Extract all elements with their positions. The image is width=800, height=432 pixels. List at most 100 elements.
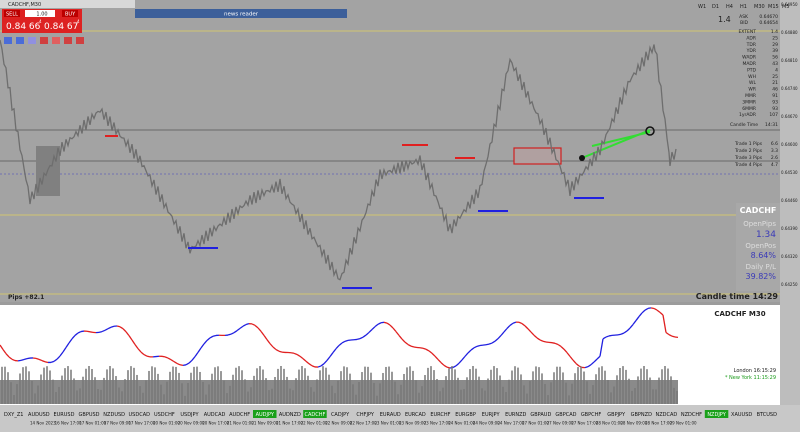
symbol-tab-label[interactable]: CADJPY (331, 412, 350, 418)
price-axis-label: 0.64530 (781, 170, 798, 175)
symbol-tab[interactable] (729, 410, 754, 418)
oscillator-segment (290, 352, 295, 354)
price-axis-label: 0.64880 (781, 30, 798, 35)
symbol-tab-label[interactable]: AUDCHF (229, 412, 250, 418)
symbol-tab-label[interactable]: GBPCAD (555, 412, 576, 418)
symbol-tab[interactable] (202, 410, 227, 418)
oscillator-segment (302, 358, 307, 362)
symbol-tab-label[interactable]: XAUUSD (731, 412, 752, 418)
symbol-tab-label[interactable]: NZDCAD (655, 412, 677, 418)
timeframe-button[interactable]: W1 (698, 4, 706, 10)
symbol-tab[interactable] (403, 410, 428, 418)
symbol-tab-label[interactable]: AUDJPY (256, 412, 275, 418)
symbol-tab-label[interactable]: EURJPY (482, 412, 501, 418)
symbol-tab[interactable] (77, 410, 101, 418)
oscillator-segment (632, 320, 637, 325)
lot-input[interactable] (25, 10, 55, 17)
oscillator-segment (107, 326, 112, 330)
symbol-tab-label[interactable]: EURAUD (380, 412, 401, 418)
symbol-tab-label[interactable]: EURUSD (53, 412, 74, 418)
symbol-tab-label[interactable]: GBPAUD (530, 412, 551, 418)
oscillator-segment (59, 351, 64, 357)
symbol-tab[interactable] (27, 410, 51, 418)
oscillator-segment (242, 323, 247, 327)
timeframe-button[interactable]: M5 (782, 4, 790, 10)
stats-box (736, 203, 780, 291)
oscillator-segment (392, 327, 397, 333)
symbol-tab-label[interactable]: NZDJPY (707, 412, 726, 418)
timeframe-button[interactable]: H4 (726, 4, 733, 10)
symbol-tab-label[interactable]: GBPJPY (607, 412, 626, 418)
symbol-tab-label[interactable]: AUDNZD (279, 412, 301, 418)
symbol-tab-label[interactable]: EURCAD (405, 412, 426, 418)
symbol-tab[interactable] (478, 410, 503, 418)
symbol-tab[interactable] (629, 410, 654, 418)
news-reader-bar[interactable] (135, 9, 347, 18)
symbol-tab[interactable] (579, 410, 603, 418)
symbol-tab-label[interactable]: GBPCHF (581, 412, 602, 418)
symbol-tab-label[interactable]: AUDUSD (28, 412, 50, 418)
timeframe-button[interactable]: M15 (768, 4, 779, 10)
lot-size[interactable]: 1.00 (36, 12, 47, 18)
symbol-tab[interactable] (177, 410, 202, 418)
symbol-tab[interactable] (378, 410, 403, 418)
symbol-tab-label[interactable]: EURNZD (505, 412, 526, 418)
symbol-tab[interactable] (2, 410, 26, 418)
symbol-tab[interactable] (428, 410, 453, 418)
symbol-tab[interactable] (152, 410, 177, 418)
symbol-tab[interactable] (504, 410, 528, 418)
symbol-tab[interactable] (654, 410, 679, 418)
symbol-tab[interactable] (554, 410, 578, 418)
time-axis-label: 22 Nov 09:00 (325, 421, 352, 426)
symbol-tab[interactable] (604, 410, 628, 418)
oscillator-segment (257, 327, 262, 332)
symbol-tab-label[interactable]: NZDCHF (681, 412, 702, 418)
symbol-tab[interactable] (353, 410, 377, 418)
time-axis-label: 21 Nov 09:00 (251, 421, 278, 426)
symbol-tab[interactable] (328, 410, 352, 418)
oscillator-segment (401, 338, 406, 343)
symbol-tab[interactable] (529, 410, 553, 418)
symbol-tab[interactable] (679, 410, 704, 418)
oscillator-segment (56, 355, 61, 360)
symbol-tab-label[interactable]: NZDUSD (103, 412, 125, 418)
symbol-tab[interactable] (453, 410, 478, 418)
sell-label[interactable]: SELL (6, 12, 18, 18)
clock-london: London 16:15:29 (734, 368, 776, 374)
timeframe-button[interactable]: H1 (740, 4, 747, 10)
symbol-tab[interactable] (303, 410, 327, 418)
symbol-tab-label[interactable]: EURCHF (430, 412, 450, 418)
symbol-tab[interactable] (755, 410, 779, 418)
symbol-tab-label[interactable]: DXY_Z1 (4, 412, 23, 418)
buy-button[interactable] (62, 10, 78, 17)
symbol-tab-label[interactable]: BTCUSD (757, 412, 778, 418)
time-axis-label: 17 Nov 17:00 (128, 421, 155, 426)
buy-label[interactable]: BUY (65, 12, 76, 18)
oscillator-segment (617, 333, 622, 336)
timeframe-button[interactable]: M30 (754, 4, 765, 10)
timeframe-button[interactable]: D1 (712, 4, 719, 10)
symbol-tab-label[interactable]: CHFJPY (356, 412, 375, 418)
info-value: 39 (772, 48, 778, 54)
symbol-tab-label[interactable]: AUDCAD (204, 412, 226, 418)
symbol-tab[interactable] (278, 410, 302, 418)
symbol-tab[interactable] (253, 410, 277, 418)
symbol-tab[interactable] (704, 410, 729, 418)
symbol-tab-label[interactable]: CADCHF (305, 412, 326, 418)
clock-newyork: * New York 11:15:29 (725, 375, 776, 381)
oscillator-segment (134, 344, 139, 349)
symbol-tab-label[interactable]: USDCHF (154, 412, 175, 418)
symbol-tab[interactable] (127, 410, 152, 418)
sell-button[interactable] (4, 10, 20, 17)
symbol-tab[interactable] (52, 410, 76, 418)
symbol-tab[interactable] (102, 410, 126, 418)
symbol-tab[interactable] (227, 410, 252, 418)
symbol-tab-label[interactable]: GBPNZD (631, 412, 652, 418)
symbol-tab-label[interactable]: USDCAD (129, 412, 151, 418)
oscillator-segment (551, 342, 556, 344)
news-reader-title[interactable]: news reader (224, 12, 259, 18)
symbol-tab-label[interactable]: USDJPY (180, 412, 199, 418)
symbol-tab-label[interactable]: EURGBP (455, 412, 476, 418)
symbol-tab-label[interactable]: GBPUSD (79, 412, 100, 418)
info-label: 6MMR (742, 106, 756, 112)
